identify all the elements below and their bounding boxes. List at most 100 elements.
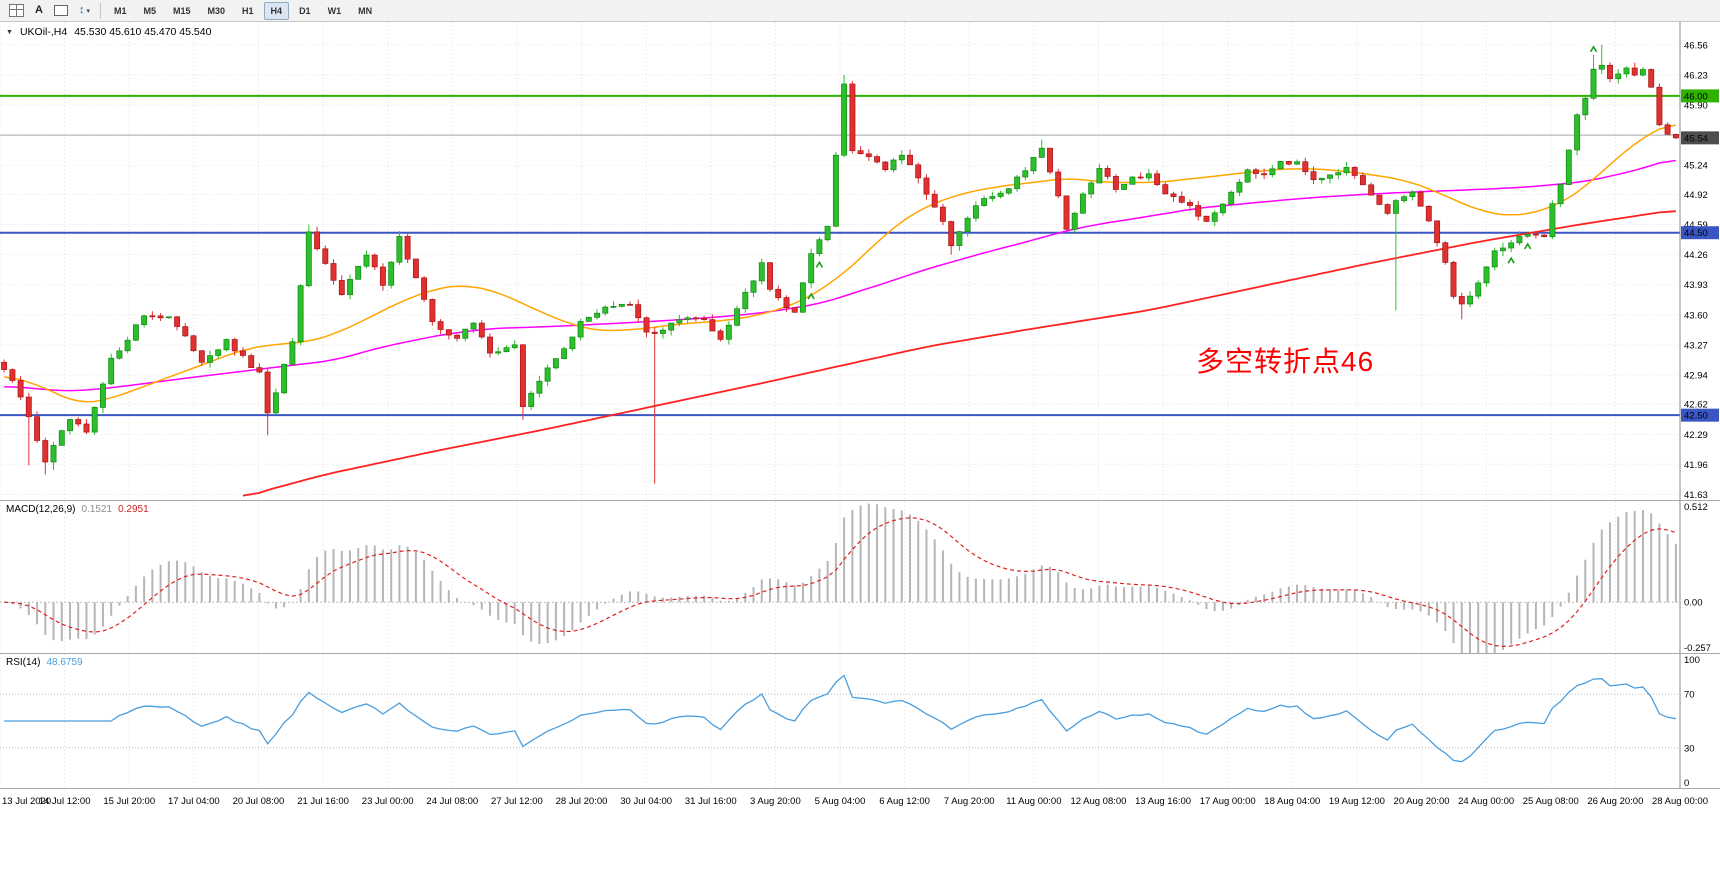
svg-text:43.93: 43.93 [1684,280,1708,291]
svg-text:30: 30 [1684,743,1695,754]
svg-text:28 Jul 20:00: 28 Jul 20:00 [556,796,608,807]
tile-windows-button[interactable] [5,1,28,20]
frame-tool-button[interactable] [50,2,72,19]
svg-text:46.00: 46.00 [1684,91,1708,102]
support-line-price-tag-2 [1681,408,1719,422]
svg-text:41.63: 41.63 [1684,490,1708,500]
svg-text:19 Aug 12:00: 19 Aug 12:00 [1329,796,1385,807]
svg-text:14 Jul 12:00: 14 Jul 12:00 [39,796,91,807]
macd-chart[interactable]: 0.512 0.00 -0.257 [0,501,1720,653]
timeframe-button-d1[interactable]: D1 [299,5,311,16]
macd-signal-value: 0.2951 [118,504,149,515]
svg-text:46.56: 46.56 [1684,40,1708,51]
chart-annotation-text: 多空转折点46 [1196,346,1375,377]
ma-fast-orange-line [3,124,1677,403]
current-price-tag [1681,131,1719,145]
svg-text:42.94: 42.94 [1684,371,1708,382]
svg-text:17 Aug 00:00: 17 Aug 00:00 [1200,796,1256,807]
candlestick-chart[interactable]: 46.5646.2345.9045.5745.2444.9244.5944.26… [0,22,1720,500]
timeframe-button-mn[interactable]: MN [358,5,373,16]
macd-axis-labels: 0.512 0.00 -0.257 [1684,502,1711,653]
panel-splitter-3[interactable] [0,788,1720,789]
svg-text:44.59: 44.59 [1684,220,1708,231]
svg-text:28 Aug 00:00: 28 Aug 00:00 [1652,796,1708,807]
svg-text:42.29: 42.29 [1684,430,1708,441]
macd-label: MACD(12,26,9) [6,504,76,515]
rsi-panel[interactable]: 100 70 30 0 RSI(14) 48.6759 [0,654,1720,788]
main-chart-panel[interactable]: 46.5646.2345.9045.5745.2444.9244.5944.26… [0,22,1720,500]
macd-header: MACD(12,26,9) 0.1521 0.2951 [6,504,149,515]
chart-symbol-title: UKOil-,H4 [19,26,68,38]
time-axis[interactable]: 13 Jul 2020 14 Jul 12:00 15 Jul 20:00 17 Ju… [0,789,1720,813]
indicator-arrows-icon: ↕ [78,4,85,16]
svg-text:13 Aug 16:00: 13 Aug 16:00 [1135,796,1191,807]
symbols-dropdown-button[interactable]: ↕ ▾ [75,2,94,19]
svg-text:44.92: 44.92 [1684,190,1708,201]
svg-text:30 Jul 04:00: 30 Jul 04:00 [620,796,672,807]
frame-tool-icon [53,5,68,16]
timeframe-button-m30[interactable]: M30 [207,5,226,16]
svg-text:100: 100 [1684,655,1700,666]
rsi-value: 48.6759 [46,657,83,668]
timeframe-button-w1[interactable]: W1 [327,5,342,16]
timeframe-button-m5[interactable]: M5 [143,5,156,16]
svg-text:18 Aug 04:00: 18 Aug 04:00 [1264,796,1320,807]
svg-text:45.90: 45.90 [1684,101,1708,112]
svg-text:43.27: 43.27 [1684,340,1708,351]
svg-text:20 Aug 20:00: 20 Aug 20:00 [1394,796,1450,807]
up-arrow-icon [815,260,824,268]
svg-text:70: 70 [1684,690,1695,701]
toolbar-separator [99,2,101,19]
svg-text:-0.257: -0.257 [1684,643,1711,653]
panel-splitter-2[interactable] [0,653,1720,654]
svg-text:17 Jul 04:00: 17 Jul 04:00 [168,796,220,807]
svg-text:0.00: 0.00 [1684,598,1703,609]
resistance-line-price-tag [1681,89,1719,103]
svg-text:7 Aug 20:00: 7 Aug 20:00 [944,796,995,807]
price-axis-labels: 46.5646.2345.9045.5745.2444.9244.5944.26… [1684,40,1708,500]
horizontal-line-objects[interactable] [0,94,1680,417]
dropdown-caret-icon: ▾ [86,7,90,15]
macd-panel[interactable]: 0.512 0.00 -0.257 MACD(12,26,9) 0.1521 0.2… [0,501,1720,653]
svg-text:42.50: 42.50 [1684,411,1708,422]
support-line-price-tag-1 [1681,226,1719,240]
svg-text:0.512: 0.512 [1684,502,1708,513]
svg-text:26 Aug 20:00: 26 Aug 20:00 [1587,796,1643,807]
svg-text:42.62: 42.62 [1684,400,1708,411]
candlestick-series [1,44,1679,484]
rsi-chart[interactable]: 100 70 30 0 [0,654,1720,788]
ma-slow-red-line [242,210,1676,497]
svg-text:21 Jul 16:00: 21 Jul 16:00 [297,796,349,807]
svg-text:6 Aug 12:00: 6 Aug 12:00 [879,796,930,807]
svg-text:24 Aug 00:00: 24 Aug 00:00 [1458,796,1514,807]
panel-splitter-1[interactable] [0,500,1720,501]
chart-dropdown-icon[interactable]: ▼ [6,28,13,36]
price-axis-tags: 46.00 45.54 44.50 42.50 [1681,89,1719,422]
timeframe-button-h1[interactable]: H1 [242,5,254,16]
rsi-line [4,674,1677,763]
toolbar-icon-group: A ↕ ▾ [5,1,94,20]
svg-text:41.96: 41.96 [1684,460,1708,471]
chart-ohlc-values: 45.530 45.610 45.470 45.540 [74,26,212,38]
timeframe-button-h4[interactable]: H4 [263,1,290,20]
up-arrow-icon [1523,242,1532,250]
text-tool-button[interactable]: A [31,2,47,19]
rsi-axis-labels: 100 70 30 0 [1684,655,1700,788]
timeframe-button-m1[interactable]: M1 [113,5,127,16]
svg-text:31 Jul 16:00: 31 Jul 16:00 [685,796,737,807]
svg-text:27 Jul 12:00: 27 Jul 12:00 [491,796,543,807]
timeframe-button-m15[interactable]: M15 [173,5,191,16]
svg-text:20 Jul 08:00: 20 Jul 08:00 [233,796,285,807]
svg-text:24 Jul 08:00: 24 Jul 08:00 [426,796,478,807]
timeframe-group: M1 M5 M15 M30 H1 H4 D1 W1 MN [107,1,379,20]
svg-text:13 Jul 2020: 13 Jul 2020 [2,796,51,807]
signal-arrow-markers [807,45,1598,300]
svg-text:44.26: 44.26 [1684,250,1708,261]
svg-text:45.54: 45.54 [1684,133,1708,144]
svg-text:25 Aug 08:00: 25 Aug 08:00 [1523,796,1579,807]
macd-histogram [11,503,1677,653]
chart-header: ▼ UKOil-,H4 45.530 45.610 45.470 45.540 [6,26,211,38]
grid-icon [9,4,24,17]
